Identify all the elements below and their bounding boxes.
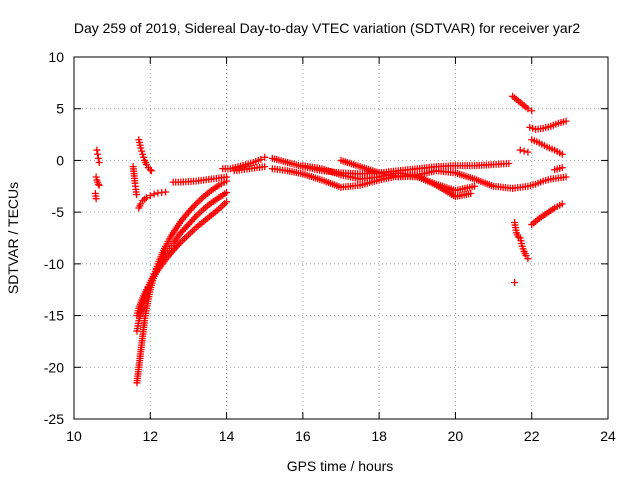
data-point	[184, 208, 192, 216]
plot-frame	[73, 56, 609, 420]
data-point	[511, 278, 519, 286]
data-point	[184, 221, 192, 229]
data-points	[91, 92, 570, 387]
data-point-fill	[138, 147, 146, 155]
data-point	[92, 173, 100, 181]
data-point	[558, 200, 566, 208]
data-point-fill	[178, 227, 186, 235]
data-point-fill	[186, 206, 194, 214]
x-tick-label: 20	[448, 428, 464, 444]
data-point	[471, 182, 478, 190]
data-point	[528, 107, 536, 115]
data-point	[139, 150, 147, 158]
y-tick-label: 0	[56, 152, 64, 168]
x-axis-label: GPS time / hours	[287, 458, 394, 474]
data-point-fill	[189, 216, 197, 224]
data-point	[257, 155, 265, 163]
data-point	[137, 144, 145, 152]
data-point-fill	[175, 240, 183, 248]
x-tick-label: 14	[219, 428, 235, 444]
data-point	[93, 146, 101, 154]
data-point	[150, 190, 158, 198]
data-point	[524, 105, 532, 113]
y-axis-label: SDTVAR / TECUs	[5, 182, 21, 294]
data-point-fill	[186, 219, 194, 227]
data-point	[94, 180, 102, 188]
data-point	[558, 150, 566, 158]
data-point-fill	[172, 243, 180, 251]
data-point-fill	[191, 214, 199, 222]
data-point	[95, 158, 103, 166]
data-point-fill	[189, 203, 197, 211]
x-tick-label: 18	[371, 428, 387, 444]
y-tick-label: -20	[44, 359, 64, 375]
data-point-fill	[140, 153, 148, 161]
x-tick-label: 10	[66, 428, 82, 444]
tick-labels: 10 12 14 16 18 20 22 24 10 5 0 -5 -10 -15 -20 -25	[44, 49, 616, 444]
y-tick-label: -5	[52, 204, 65, 220]
data-point	[94, 150, 102, 158]
data-point	[95, 181, 103, 189]
data-point-fill	[181, 224, 189, 232]
data-point	[524, 255, 532, 263]
y-tick-label: -25	[44, 411, 64, 427]
x-tick-label: 12	[142, 428, 158, 444]
y-tick-label: -15	[44, 308, 64, 324]
data-point	[146, 192, 154, 200]
y-tick-label: -10	[44, 256, 64, 272]
data-point	[223, 188, 231, 196]
data-point	[524, 148, 532, 156]
data-point-fill	[187, 205, 195, 213]
x-tick-label: 24	[600, 428, 616, 444]
data-point	[261, 153, 269, 161]
data-point-fill	[180, 226, 188, 234]
x-tick-label: 22	[524, 428, 540, 444]
data-point	[562, 173, 570, 181]
data-point-fill	[183, 222, 191, 230]
data-point	[558, 164, 566, 172]
data-point	[146, 166, 154, 174]
data-point-fill	[174, 241, 182, 249]
data-point	[223, 198, 231, 206]
data-point	[467, 190, 475, 198]
data-point	[147, 167, 155, 175]
data-point	[169, 246, 177, 254]
data-point	[162, 188, 170, 196]
data-point-fill	[171, 245, 179, 253]
data-point	[223, 177, 231, 185]
data-point-fill	[191, 202, 199, 210]
data-point	[92, 195, 100, 203]
x-tick-label: 16	[295, 428, 311, 444]
data-point	[133, 191, 141, 199]
data-point	[516, 146, 524, 154]
y-tick-label: 5	[56, 101, 64, 117]
data-point	[177, 229, 185, 237]
data-point	[520, 147, 528, 155]
data-point	[142, 194, 150, 202]
data-point	[94, 154, 102, 162]
data-point	[562, 117, 570, 125]
data-point	[505, 160, 513, 168]
data-point-fill	[187, 217, 195, 225]
chart-title: Day 259 of 2019, Sidereal Day-to-day VTE…	[74, 20, 580, 36]
y-tick-label: 10	[48, 49, 64, 65]
data-point	[261, 163, 269, 171]
